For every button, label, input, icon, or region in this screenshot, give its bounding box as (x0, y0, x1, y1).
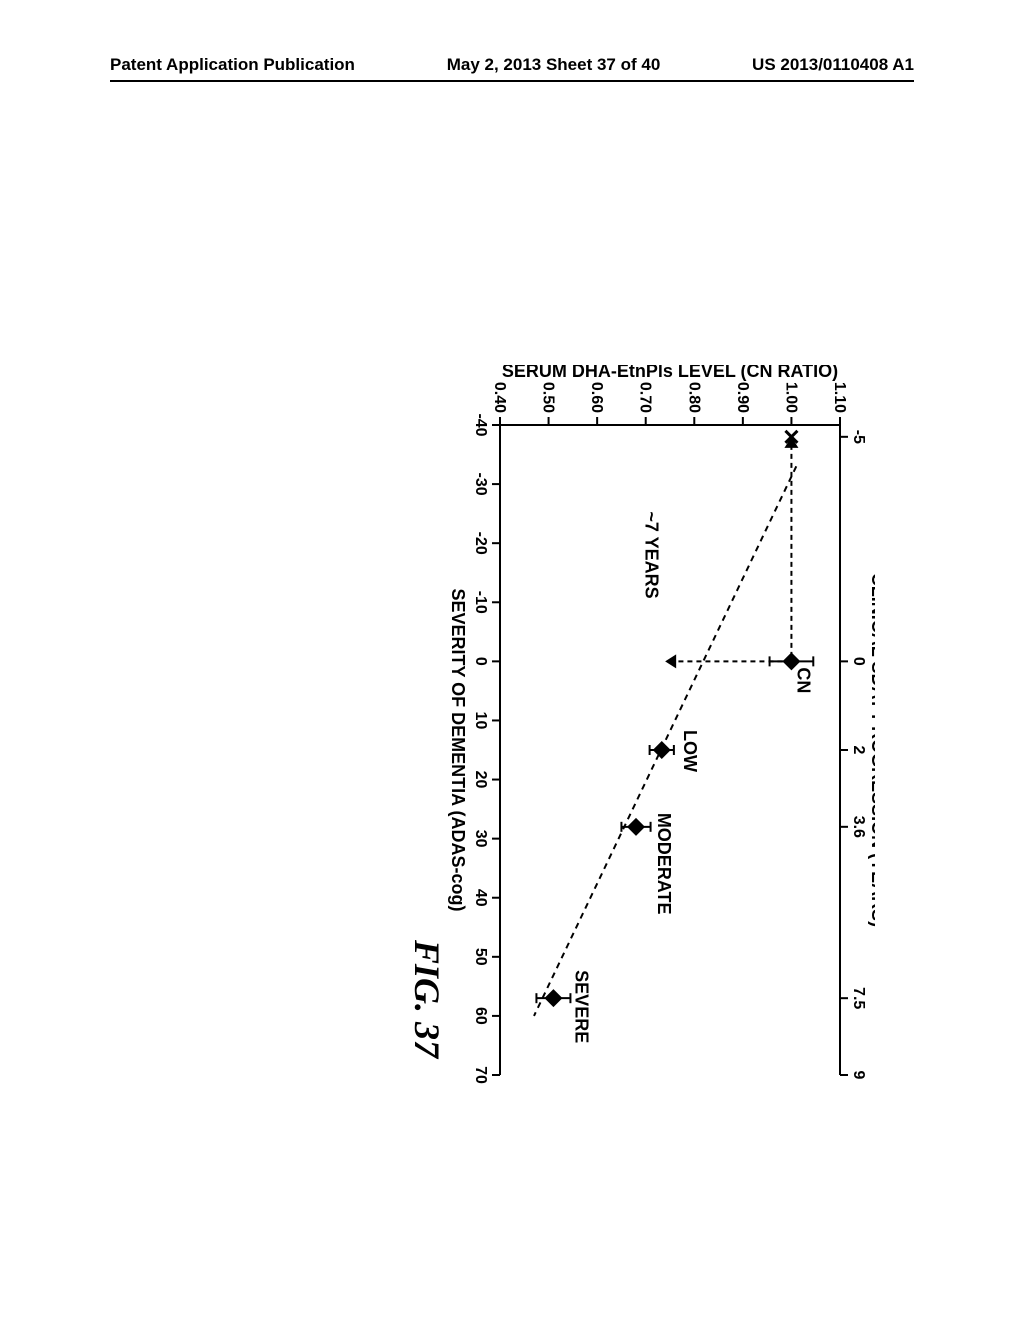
chart-svg: 0.40 0.50 0.60 0.70 0.80 0.90 1.00 1.10SERUM DH… (445, 365, 875, 1125)
svg-text:50: 50 (472, 948, 489, 966)
svg-text:0.60: 0.60 (588, 382, 605, 413)
chart-container: 0.40 0.50 0.60 0.70 0.80 0.90 1.00 1.10SERUM DH… (115, 365, 875, 795)
svg-text:7.5: 7.5 (850, 987, 867, 1009)
svg-text:LOW: LOW (680, 730, 700, 772)
svg-text:3.6: 3.6 (850, 816, 867, 838)
svg-text:-20: -20 (472, 532, 489, 555)
svg-text:CN: CN (793, 667, 813, 693)
svg-text:30: 30 (472, 830, 489, 848)
svg-text:60: 60 (472, 1007, 489, 1025)
svg-text:9: 9 (850, 1071, 867, 1080)
svg-text:MODERATE: MODERATE (654, 813, 674, 915)
svg-text:-30: -30 (472, 473, 489, 496)
header-left: Patent Application Publication (110, 55, 355, 75)
svg-text:SEVERE: SEVERE (571, 970, 591, 1043)
svg-text:-5: -5 (850, 430, 867, 444)
svg-text:0.50: 0.50 (540, 382, 557, 413)
header-rule (110, 80, 914, 82)
svg-text:SERUM DHA-EtnPls LEVEL (CN RAT: SERUM DHA-EtnPls LEVEL (CN RATIO) (502, 365, 838, 381)
svg-text:70: 70 (472, 1066, 489, 1084)
svg-text:40: 40 (472, 889, 489, 907)
svg-text:~7 YEARS: ~7 YEARS (642, 511, 662, 598)
svg-text:0.70: 0.70 (637, 382, 654, 413)
svg-text:0: 0 (850, 657, 867, 666)
svg-text:-10: -10 (472, 591, 489, 614)
svg-text:2: 2 (850, 746, 867, 755)
svg-text:0.90: 0.90 (734, 382, 751, 413)
svg-text:0: 0 (472, 657, 489, 666)
svg-text:0.40: 0.40 (491, 382, 508, 413)
svg-text:CLINICAL SDAT PROGRESSION (YEA: CLINICAL SDAT PROGRESSION (YEARS) (868, 573, 875, 927)
figure-caption: FIG. 37 (406, 940, 448, 1058)
header-center: May 2, 2013 Sheet 37 of 40 (447, 55, 661, 75)
svg-text:0.80: 0.80 (685, 382, 702, 413)
svg-text:10: 10 (472, 712, 489, 730)
svg-text:20: 20 (472, 771, 489, 789)
svg-text:SEVERITY OF DEMENTIA (ADAS-cog: SEVERITY OF DEMENTIA (ADAS-cog) (448, 588, 468, 911)
svg-text:-40: -40 (472, 413, 489, 436)
page-header: Patent Application Publication May 2, 20… (0, 55, 1024, 75)
svg-text:1.10: 1.10 (831, 382, 848, 413)
svg-text:1.00: 1.00 (782, 382, 799, 413)
header-right: US 2013/0110408 A1 (752, 55, 914, 75)
